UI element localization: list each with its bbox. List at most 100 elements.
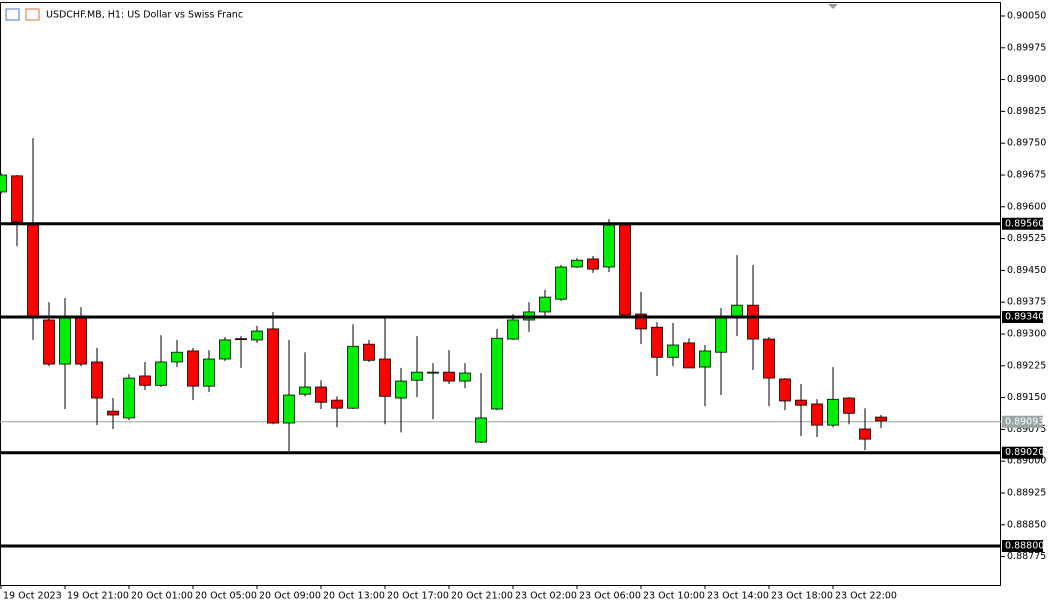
- x-tick-label: 20 Oct 09:00: [259, 591, 321, 602]
- level-label-box: [1002, 217, 1043, 230]
- x-tick-label: 19 Oct 2023: [3, 591, 62, 602]
- candle-body: [443, 371, 455, 382]
- chart-title: USDCHF.MB, H1: US Dollar vs Swiss Franc: [46, 10, 243, 21]
- candle-body: [715, 315, 727, 353]
- candle-body: [539, 296, 551, 313]
- plot-frame: [0, 2, 1001, 586]
- x-tick-label: 23 Oct 22:00: [835, 591, 897, 602]
- y-tick-label: 0.90050: [1007, 10, 1046, 21]
- level-label-box: [1002, 311, 1043, 324]
- candle-body: [0, 174, 7, 193]
- level-label: 0.89340: [1005, 312, 1044, 323]
- candle-body: [347, 345, 359, 409]
- y-tick-label: 0.89300: [1007, 328, 1046, 339]
- candle-body: [763, 338, 775, 379]
- x-tick-label: 23 Oct 02:00: [515, 591, 577, 602]
- candle-body: [11, 175, 23, 223]
- level-label: 0.88800: [1005, 540, 1044, 551]
- x-tick-label: 23 Oct 14:00: [707, 591, 769, 602]
- title-icons: [5, 8, 40, 21]
- candle-body: [411, 371, 423, 381]
- icon: [25, 8, 40, 21]
- candle-body: [699, 350, 711, 368]
- candle-body: [635, 313, 647, 330]
- candle-body: [651, 326, 663, 358]
- candle-body: [235, 338, 247, 341]
- candle-body: [859, 428, 871, 440]
- y-tick-label: 0.88925: [1007, 487, 1046, 498]
- candle-body: [427, 371, 439, 374]
- y-tick-label: 0.88775: [1007, 551, 1046, 562]
- candle-body: [171, 351, 183, 363]
- candle-body: [555, 266, 567, 300]
- candle-body: [91, 361, 103, 399]
- x-tick-label: 20 Oct 17:00: [387, 591, 449, 602]
- candle-body: [875, 416, 887, 422]
- candle-body: [251, 330, 263, 341]
- current-price-label: 0.89093: [1005, 416, 1044, 427]
- y-tick-label: 0.89750: [1007, 138, 1046, 149]
- candle-body: [603, 224, 615, 268]
- candle-body: [667, 344, 679, 358]
- x-tick-label: 20 Oct 05:00: [195, 591, 257, 602]
- x-tick-label: 19 Oct 21:00: [67, 591, 129, 602]
- x-tick-label: 20 Oct 01:00: [131, 591, 193, 602]
- candle-body: [123, 377, 135, 419]
- candle-body: [459, 372, 471, 382]
- y-tick-label: 0.89675: [1007, 169, 1046, 180]
- candle-body: [395, 380, 407, 399]
- candle-body: [747, 304, 759, 340]
- candle-body: [843, 397, 855, 414]
- candle-body: [731, 304, 743, 318]
- candle-body: [59, 316, 71, 365]
- candle-body: [827, 398, 839, 426]
- level-label-box: [1002, 446, 1043, 459]
- candle-body: [619, 224, 631, 316]
- candle-body: [363, 343, 375, 361]
- candle-body: [155, 361, 167, 386]
- level-label: 0.89020: [1005, 447, 1044, 458]
- level-label: 0.89560: [1005, 218, 1044, 229]
- candle-body: [587, 258, 599, 270]
- x-tick-label: 20 Oct 21:00: [451, 591, 513, 602]
- y-tick-label: 0.88850: [1007, 519, 1046, 530]
- y-tick-label: 0.89525: [1007, 233, 1046, 244]
- y-tick-label: 0.89900: [1007, 74, 1046, 85]
- candle-body: [107, 410, 119, 416]
- x-tick-label: 20 Oct 13:00: [323, 591, 385, 602]
- y-tick-label: 0.89375: [1007, 297, 1046, 308]
- candle-body: [379, 358, 391, 397]
- y-tick-label: 0.89075: [1007, 424, 1046, 435]
- level-label-box: [1002, 539, 1043, 552]
- candle-body: [811, 403, 823, 426]
- icon: [5, 8, 20, 21]
- candle-body: [795, 399, 807, 406]
- candle-body: [219, 339, 231, 360]
- candle-body: [315, 386, 327, 403]
- candle-body: [283, 394, 295, 424]
- y-tick-label: 0.89450: [1007, 265, 1046, 276]
- x-tick-label: 23 Oct 10:00: [643, 591, 705, 602]
- y-tick-label: 0.89150: [1007, 392, 1046, 403]
- x-tick-label: 23 Oct 18:00: [771, 591, 833, 602]
- y-tick-label: 0.89000: [1007, 456, 1046, 467]
- y-tick-label: 0.89225: [1007, 360, 1046, 371]
- y-tick-label: 0.89825: [1007, 106, 1046, 117]
- candle-body: [139, 375, 151, 386]
- candle-body: [491, 337, 503, 410]
- candle-body: [683, 342, 695, 369]
- candle-body: [75, 317, 87, 365]
- candle-body: [571, 259, 583, 268]
- candle-body: [43, 319, 55, 365]
- candle-body: [27, 224, 39, 319]
- candle-body: [475, 417, 487, 443]
- candle-body: [267, 328, 279, 424]
- x-tick-label: 23 Oct 06:00: [579, 591, 641, 602]
- current-price-box: [1002, 415, 1043, 428]
- candle-body: [507, 319, 519, 340]
- candle-body: [299, 386, 311, 395]
- candle-body: [779, 378, 791, 402]
- y-tick-label: 0.89975: [1007, 42, 1046, 53]
